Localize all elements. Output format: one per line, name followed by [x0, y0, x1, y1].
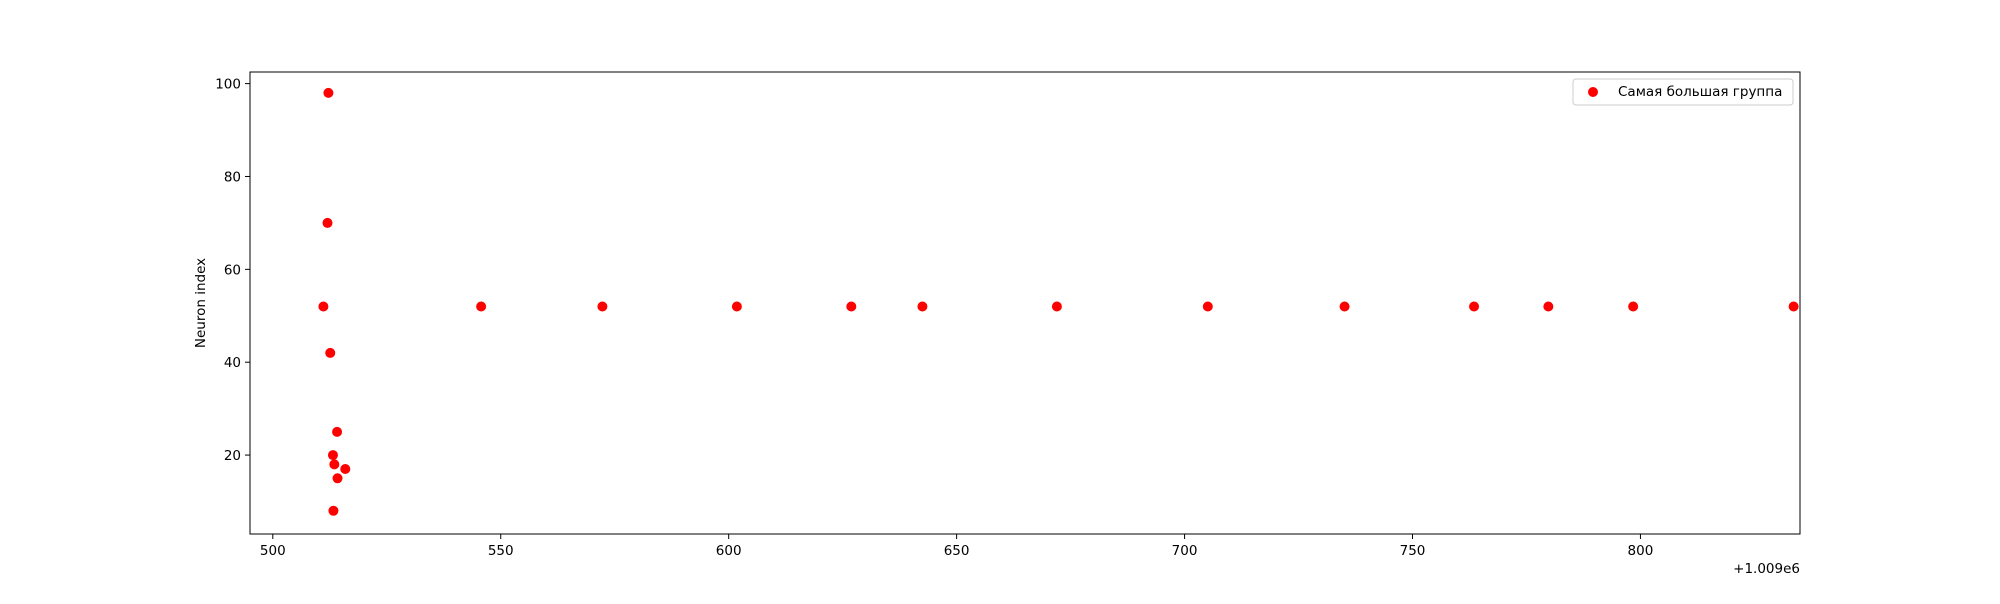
data-point — [332, 473, 343, 484]
data-point — [327, 450, 338, 461]
scatter-points — [318, 87, 1799, 516]
x-tick-label: 500 — [260, 543, 286, 559]
data-point — [1628, 301, 1639, 312]
data-point — [323, 87, 334, 98]
y-tick-label: 40 — [224, 355, 241, 371]
x-tick-label: 650 — [944, 543, 970, 559]
x-tick-label: 550 — [488, 543, 514, 559]
y-tick-label: 20 — [224, 448, 241, 464]
legend-marker — [1588, 87, 1598, 97]
data-point — [322, 217, 333, 228]
data-point — [1339, 301, 1350, 312]
data-point — [318, 301, 329, 312]
data-point — [329, 459, 340, 470]
data-point — [597, 301, 608, 312]
data-point — [1202, 301, 1213, 312]
data-point — [1469, 301, 1480, 312]
x-axis-offset-label: +1.009e6 — [1733, 561, 1800, 577]
x-tick-label: 800 — [1628, 543, 1654, 559]
data-point — [917, 301, 928, 312]
data-point — [846, 301, 857, 312]
data-point — [476, 301, 487, 312]
y-tick-label: 60 — [224, 262, 241, 278]
legend-label: Самая большая группа — [1618, 84, 1782, 100]
data-point — [1051, 301, 1062, 312]
y-axis-label: Neuron index — [193, 258, 209, 348]
data-point — [332, 426, 343, 437]
data-point — [325, 347, 336, 358]
legend-box — [1572, 78, 1794, 106]
x-tick-label: 600 — [716, 543, 742, 559]
y-tick-label: 80 — [224, 169, 241, 185]
data-point — [328, 505, 339, 516]
plot-area — [249, 71, 1801, 535]
x-axis: 500 550 600 650 700 750 800 — [260, 534, 1653, 559]
legend: Самая большая группа — [1572, 78, 1794, 106]
x-tick-label: 750 — [1400, 543, 1426, 559]
data-point — [1543, 301, 1554, 312]
y-axis: 20 40 60 80 100 — [215, 77, 250, 464]
data-point — [1788, 301, 1799, 312]
x-tick-label: 700 — [1172, 543, 1198, 559]
data-point — [340, 463, 351, 474]
data-point — [731, 301, 742, 312]
y-tick-label: 100 — [215, 77, 241, 93]
